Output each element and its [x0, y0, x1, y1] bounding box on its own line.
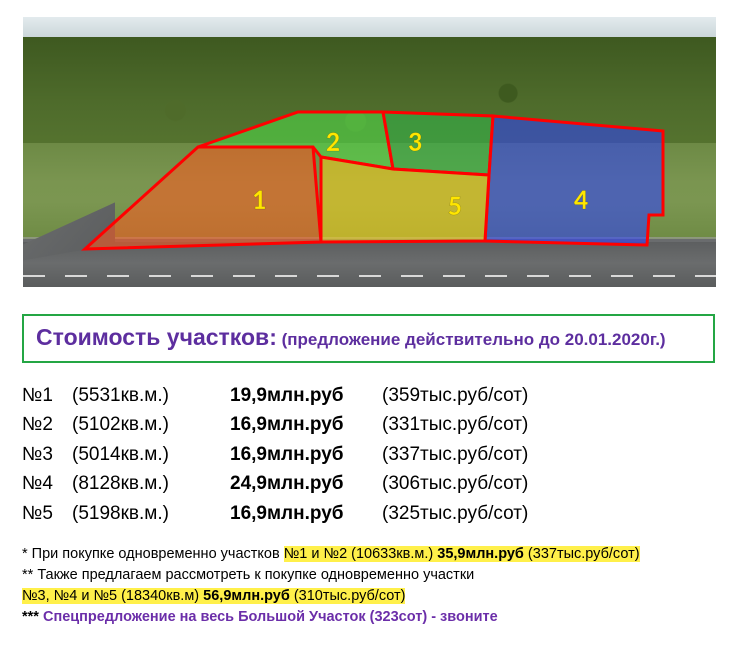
heading-box: Стоимость участков: (предложение действи… [22, 314, 715, 363]
col-area: (5014кв.м.) [72, 440, 230, 469]
col-number: №2 [22, 410, 72, 439]
col-per-sot: (306тыс.руб/сот) [382, 469, 715, 498]
col-number: №1 [22, 381, 72, 410]
col-area: (5102кв.м.) [72, 410, 230, 439]
col-per-sot: (331тыс.руб/сот) [382, 410, 715, 439]
col-number: №5 [22, 499, 72, 528]
special-offer-text: Спецпредложение на весь Большой Участок … [43, 609, 498, 625]
col-price: 16,9млн.руб [230, 499, 382, 528]
price-row: №1(5531кв.м.)19,9млн.руб(359тыс.руб/сот) [22, 381, 715, 410]
col-per-sot: (325тыс.руб/сот) [382, 499, 715, 528]
col-price: 19,9млн.руб [230, 381, 382, 410]
note-line-2b: №3, №4 и №5 (18340кв.м) 56,9млн.руб (310… [22, 586, 715, 607]
note-line-2a: ** Также предлагаем рассмотреть к покупк… [22, 565, 715, 586]
heading-title: Стоимость участков: [36, 324, 277, 350]
forest-background [23, 17, 716, 145]
note1-highlight: №1 и №2 (10633кв.м.) 35,9млн.руб (337тыс… [284, 546, 640, 562]
price-row: №4(8128кв.м.)24,9млн.руб(306тыс.руб/сот) [22, 469, 715, 498]
highway [23, 239, 716, 287]
col-per-sot: (337тыс.руб/сот) [382, 440, 715, 469]
col-price: 16,9млн.руб [230, 440, 382, 469]
notes-block: * При покупке одновременно участков №1 и… [22, 544, 715, 628]
heading-subtitle: (предложение действительно до 20.01.2020… [277, 330, 666, 349]
col-number: №3 [22, 440, 72, 469]
col-price: 24,9млн.руб [230, 469, 382, 498]
note2-highlight: №3, №4 и №5 (18340кв.м) 56,9млн.руб (310… [22, 588, 405, 604]
aerial-plan: 12345 [22, 16, 717, 288]
col-area: (5531кв.м.) [72, 381, 230, 410]
col-number: №4 [22, 469, 72, 498]
note-line-1: * При покупке одновременно участков №1 и… [22, 544, 715, 565]
col-area: (5198кв.м.) [72, 499, 230, 528]
price-row: №3(5014кв.м.)16,9млн.руб(337тыс.руб/сот) [22, 440, 715, 469]
price-table: №1(5531кв.м.)19,9млн.руб(359тыс.руб/сот)… [22, 381, 715, 528]
field-background [23, 143, 716, 241]
col-per-sot: (359тыс.руб/сот) [382, 381, 715, 410]
col-price: 16,9млн.руб [230, 410, 382, 439]
price-row: №2(5102кв.м.)16,9млн.руб(331тыс.руб/сот) [22, 410, 715, 439]
price-row: №5(5198кв.м.)16,9млн.руб(325тыс.руб/сот) [22, 499, 715, 528]
note-line-3: *** Спецпредложение на весь Большой Учас… [22, 607, 715, 628]
col-area: (8128кв.м.) [72, 469, 230, 498]
